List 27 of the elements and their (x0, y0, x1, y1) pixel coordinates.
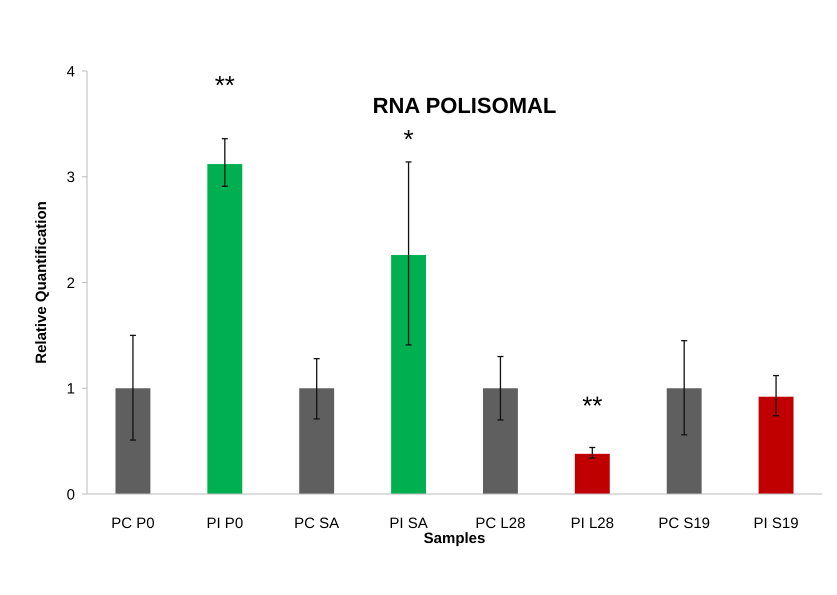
bar (391, 255, 426, 494)
y-tick-label: 0 (66, 486, 75, 504)
annotation: ** (582, 390, 602, 420)
y-tick-label: 3 (66, 169, 75, 186)
bar (115, 388, 150, 494)
x-tick-label: PC P0 (111, 515, 155, 532)
bar (758, 396, 794, 494)
bar (299, 388, 334, 494)
y-tick-label: 1 (66, 380, 75, 398)
y-axis-title: Relative Quantification (33, 201, 50, 364)
annotation: * (404, 124, 414, 154)
bar (482, 388, 518, 494)
annotation: ** (214, 70, 235, 100)
bar (574, 454, 610, 494)
bar (666, 388, 702, 494)
x-tick-label: PC L28 (475, 515, 526, 532)
bar (207, 164, 242, 494)
x-tick-label: PC S19 (658, 515, 710, 532)
x-axis-title: Samples (424, 530, 486, 547)
x-tick-label: PC SA (294, 515, 340, 532)
x-tick-label: PI S19 (754, 515, 799, 532)
y-tick-label: 4 (66, 63, 75, 80)
x-tick-label: PI SA (389, 515, 428, 532)
text: RNA POLISOMAL (372, 93, 556, 118)
y-tick-label: 2 (66, 274, 75, 292)
x-tick-label: PI L28 (570, 515, 614, 532)
x-tick-label: PI P0 (206, 515, 244, 532)
